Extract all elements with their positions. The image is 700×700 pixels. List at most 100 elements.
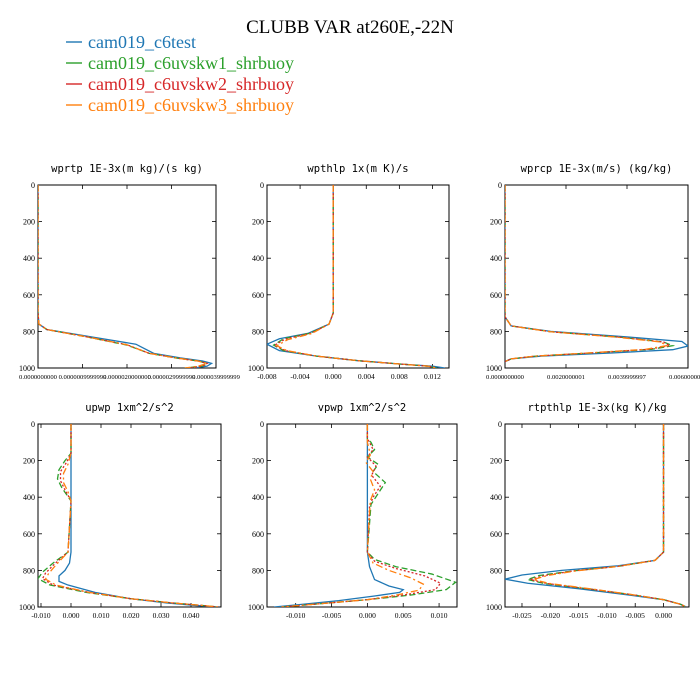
x-tick-label: 0.004 bbox=[358, 372, 375, 381]
x-tick-label: -0.025 bbox=[512, 611, 532, 620]
y-tick-label: 600 bbox=[490, 291, 502, 300]
x-tick-label: 0.0000009999999 bbox=[59, 374, 108, 381]
y-tick-label: 800 bbox=[490, 566, 502, 575]
x-tick-label: 0.0060000001 bbox=[669, 374, 700, 381]
y-tick-label: 400 bbox=[252, 493, 264, 502]
y-tick-label: 400 bbox=[490, 254, 502, 263]
y-tick-label: 0 bbox=[498, 181, 502, 190]
series-line-4 bbox=[530, 424, 687, 607]
y-tick-label: 600 bbox=[23, 291, 35, 300]
y-tick-label: 0 bbox=[260, 420, 264, 429]
legend-entry: cam019_c6uvskw1_shrbuoy bbox=[88, 53, 294, 73]
panel-title: wpthlp 1x(m K)/s bbox=[307, 163, 408, 175]
x-tick-label: 0.000 bbox=[359, 611, 376, 620]
series-line-1 bbox=[58, 424, 219, 607]
panel-title: vpwp 1xm^2/s^2 bbox=[318, 402, 407, 414]
panel-title: wprtp 1E-3x(m kg)/(s kg) bbox=[51, 163, 203, 175]
y-tick-label: 400 bbox=[23, 493, 35, 502]
y-tick-label: 400 bbox=[490, 493, 502, 502]
plot-frame bbox=[504, 184, 689, 369]
series-line-2 bbox=[38, 185, 209, 368]
series-line-4 bbox=[275, 185, 437, 368]
x-tick-label: -0.004 bbox=[290, 372, 310, 381]
x-tick-label: -0.020 bbox=[541, 611, 561, 620]
panel-title: rtpthlp 1E-3x(kg K)/kg bbox=[527, 402, 666, 414]
x-tick-label: 0.030 bbox=[153, 611, 170, 620]
panel-1: wprtp 1E-3x(m kg)/(s kg) 0 200 400 600 800 100… bbox=[19, 163, 241, 381]
series-line-1 bbox=[274, 424, 405, 607]
y-tick-label: 1000 bbox=[248, 603, 264, 612]
panel-4: upwp 1xm^2/s^2 0 200 400 600 800 1000-0.010 0.0… bbox=[19, 402, 222, 620]
x-tick-label: 0.0000020000000 bbox=[103, 374, 152, 381]
series-line-3 bbox=[281, 424, 442, 607]
y-tick-label: 200 bbox=[23, 457, 35, 466]
x-tick-label: 0.000 bbox=[325, 372, 342, 381]
y-tick-label: 200 bbox=[23, 218, 35, 227]
x-tick-label: -0.008 bbox=[257, 372, 277, 381]
y-tick-label: 800 bbox=[490, 327, 502, 336]
series-line-4 bbox=[44, 424, 219, 607]
y-tick-label: 200 bbox=[490, 218, 502, 227]
legend-entry: cam019_c6uvskw2_shrbuoy bbox=[88, 74, 294, 94]
y-tick-label: 0 bbox=[498, 420, 502, 429]
y-tick-label: 800 bbox=[252, 566, 264, 575]
y-tick-label: 600 bbox=[252, 530, 264, 539]
y-tick-label: 1000 bbox=[486, 364, 502, 373]
y-tick-label: 600 bbox=[490, 530, 502, 539]
y-tick-label: 200 bbox=[252, 218, 264, 227]
y-tick-label: 800 bbox=[23, 566, 35, 575]
panel-grid: wprtp 1E-3x(m kg)/(s kg) 0 200 400 600 800 100… bbox=[19, 163, 700, 620]
series-line-2 bbox=[525, 424, 687, 607]
x-tick-label: 0.000 bbox=[63, 611, 80, 620]
x-tick-label: 0.012 bbox=[424, 372, 441, 381]
y-tick-label: 800 bbox=[23, 327, 35, 336]
x-tick-label: 0.005 bbox=[395, 611, 412, 620]
legend-entry: cam019_c6uvskw3_shrbuoy bbox=[88, 95, 294, 115]
x-tick-label: -0.010 bbox=[597, 611, 617, 620]
x-tick-label: -0.015 bbox=[569, 611, 589, 620]
x-tick-label: 0.020 bbox=[123, 611, 140, 620]
series-line-2 bbox=[38, 424, 219, 607]
legend-entry: cam019_c6test bbox=[88, 32, 196, 52]
y-tick-label: 1000 bbox=[486, 603, 502, 612]
series-line-3 bbox=[527, 424, 687, 607]
series-line-4 bbox=[281, 424, 425, 607]
x-tick-label: 0.040 bbox=[183, 611, 200, 620]
y-tick-label: 0 bbox=[260, 181, 264, 190]
figure-title: CLUBB VAR at260E,-22N bbox=[246, 17, 454, 38]
y-tick-label: 1000 bbox=[248, 364, 264, 373]
x-tick-label: 0.0000000000 bbox=[19, 374, 58, 381]
panel-6: rtpthlp 1E-3x(kg K)/kg 0 200 400 600 800 1000 -… bbox=[486, 402, 690, 620]
x-tick-label: 0.0039999997 bbox=[608, 374, 647, 381]
y-tick-label: 600 bbox=[252, 291, 264, 300]
y-tick-label: 400 bbox=[23, 254, 35, 263]
x-tick-label: -0.005 bbox=[626, 611, 646, 620]
series-line-4 bbox=[38, 185, 210, 368]
plot-frame bbox=[266, 423, 458, 608]
x-tick-label: -0.005 bbox=[322, 611, 342, 620]
y-tick-label: 0 bbox=[31, 181, 35, 190]
y-tick-label: 1000 bbox=[19, 603, 35, 612]
x-tick-label: 0.000 bbox=[655, 611, 672, 620]
x-tick-label: -0.010 bbox=[286, 611, 306, 620]
panel-title: upwp 1xm^2/s^2 bbox=[85, 402, 174, 414]
y-tick-label: 200 bbox=[490, 457, 502, 466]
series-line-1 bbox=[267, 185, 445, 368]
series-line-3 bbox=[273, 185, 437, 368]
series-line-3 bbox=[41, 424, 219, 607]
series-line-2 bbox=[272, 185, 437, 368]
y-tick-label: 400 bbox=[252, 254, 264, 263]
x-tick-label: -0.010 bbox=[31, 611, 51, 620]
y-tick-label: 200 bbox=[252, 457, 264, 466]
plot-frame bbox=[37, 184, 217, 369]
y-tick-label: 1000 bbox=[19, 364, 35, 373]
panel-5: vpwp 1xm^2/s^2 0 200 400 600 800 1000 -0.010 -0.… bbox=[248, 402, 458, 620]
x-tick-label: 0.0000029999999 bbox=[148, 374, 197, 381]
panel-title: wprcp 1E-3x(m/s) (kg/kg) bbox=[521, 163, 673, 175]
series-line-4 bbox=[505, 185, 669, 363]
x-tick-label: 0.010 bbox=[93, 611, 110, 620]
legend: cam019_c6testcam019_c6uvskw1_shrbuoycam0… bbox=[66, 32, 294, 115]
x-tick-label: 0.008 bbox=[391, 372, 408, 381]
plot-frame bbox=[37, 423, 222, 608]
